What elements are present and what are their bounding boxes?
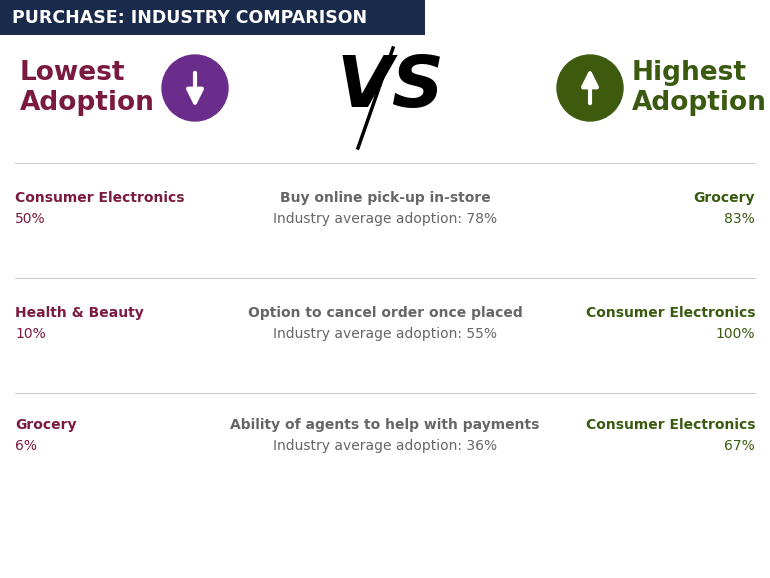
Text: Option to cancel order once placed: Option to cancel order once placed	[248, 306, 522, 320]
Text: Lowest
Adoption: Lowest Adoption	[20, 61, 155, 116]
Text: Industry average adoption: 78%: Industry average adoption: 78%	[273, 212, 497, 226]
Text: 6%: 6%	[15, 439, 37, 453]
Text: Industry average adoption: 55%: Industry average adoption: 55%	[273, 327, 497, 341]
Text: Grocery: Grocery	[694, 191, 755, 205]
Circle shape	[162, 55, 228, 121]
Text: 100%: 100%	[715, 327, 755, 341]
Circle shape	[557, 55, 623, 121]
Text: Ability of agents to help with payments: Ability of agents to help with payments	[230, 418, 540, 432]
FancyBboxPatch shape	[0, 0, 425, 35]
Text: 50%: 50%	[15, 212, 45, 226]
Text: Consumer Electronics: Consumer Electronics	[15, 191, 185, 205]
Text: Health & Beauty: Health & Beauty	[15, 306, 144, 320]
Text: Consumer Electronics: Consumer Electronics	[585, 418, 755, 432]
Text: VS: VS	[336, 54, 444, 123]
Text: Highest
Adoption: Highest Adoption	[632, 61, 767, 116]
Text: Grocery: Grocery	[15, 418, 76, 432]
Text: Buy online pick-up in-store: Buy online pick-up in-store	[280, 191, 490, 205]
Text: 10%: 10%	[15, 327, 45, 341]
Text: Consumer Electronics: Consumer Electronics	[585, 306, 755, 320]
Text: Industry average adoption: 36%: Industry average adoption: 36%	[273, 439, 497, 453]
Text: 83%: 83%	[725, 212, 755, 226]
Text: PURCHASE: INDUSTRY COMPARISON: PURCHASE: INDUSTRY COMPARISON	[12, 9, 367, 27]
Text: 67%: 67%	[725, 439, 755, 453]
